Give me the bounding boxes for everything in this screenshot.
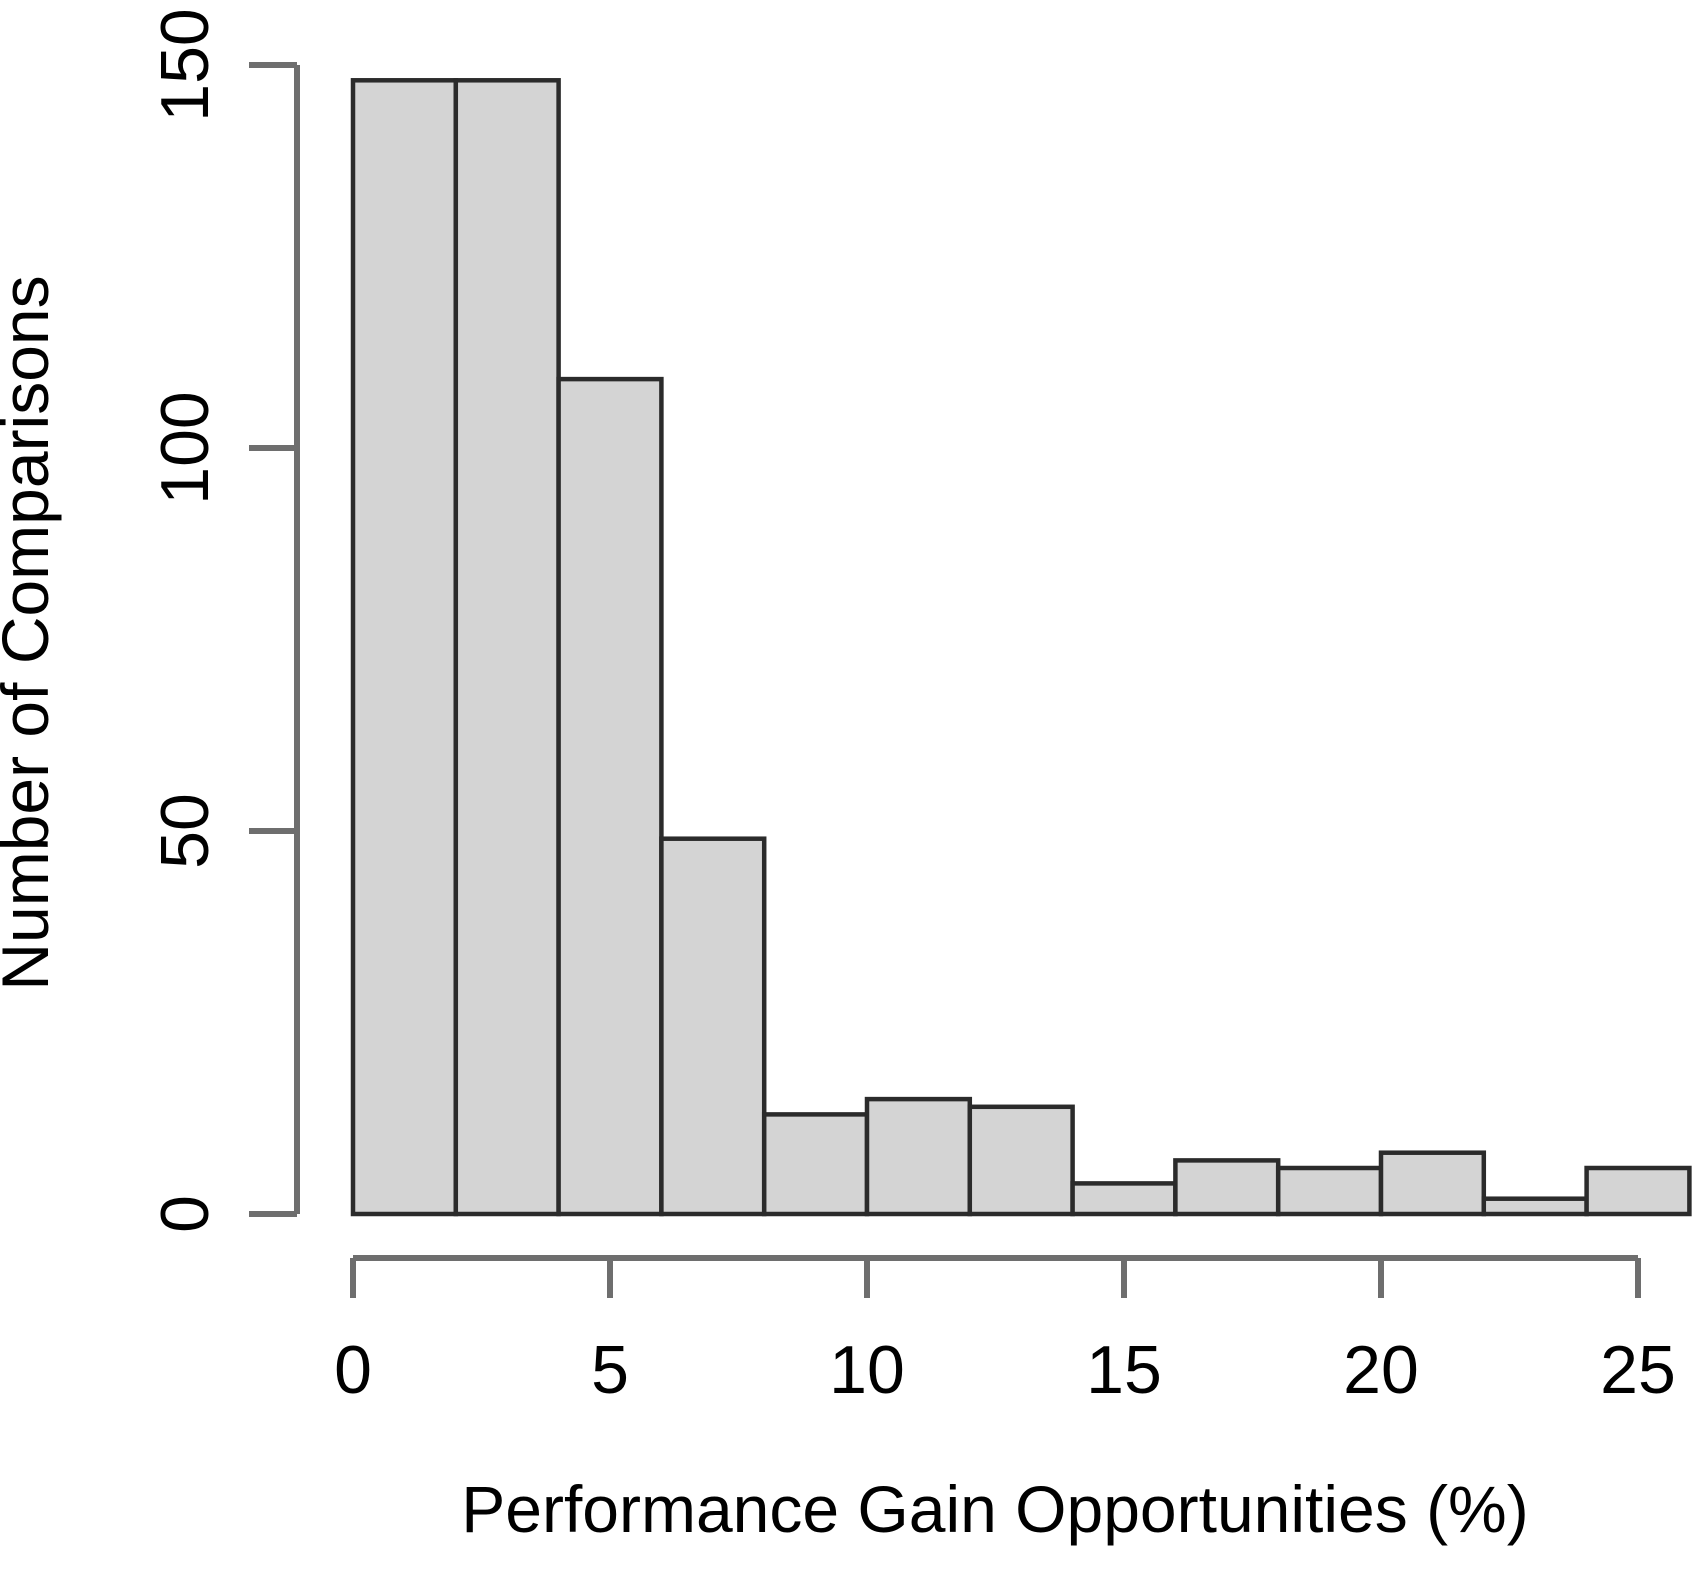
histogram-bar <box>761 1112 870 1217</box>
y-tick-label: 100 <box>147 391 223 504</box>
histogram-bar <box>967 1104 1075 1217</box>
histogram-bar <box>659 836 767 1217</box>
y-tick-label: 150 <box>147 8 223 121</box>
x-tick-label: 15 <box>1086 1332 1162 1408</box>
x-axis: 0 5 10 15 20 25 <box>334 1255 1676 1408</box>
histogram-bar <box>556 376 664 1217</box>
histogram-bar <box>1481 1196 1589 1217</box>
x-tick-label: 25 <box>1600 1332 1676 1408</box>
x-axis-title: Performance Gain Opportunities (%) <box>461 1472 1528 1546</box>
x-tick-label: 20 <box>1343 1332 1419 1408</box>
histogram-bar <box>1070 1181 1178 1217</box>
histogram-bar <box>1173 1158 1281 1217</box>
histogram-bar <box>1584 1165 1692 1217</box>
histogram-bar <box>1275 1165 1384 1217</box>
histogram-bar <box>1378 1150 1487 1217</box>
y-tick-label: 50 <box>147 793 223 869</box>
x-tick-label: 0 <box>334 1332 372 1408</box>
histogram-bar <box>864 1096 973 1217</box>
y-tick-label: 0 <box>147 1195 223 1233</box>
y-axis: 0 50 100 150 <box>147 8 300 1233</box>
bars-group <box>350 78 1692 1217</box>
x-tick-label: 5 <box>591 1332 629 1408</box>
y-axis-title: Number of Comparisons <box>0 275 62 990</box>
histogram-bar <box>350 78 459 1217</box>
x-tick-label: 10 <box>829 1332 905 1408</box>
histogram-bar <box>453 78 561 1217</box>
